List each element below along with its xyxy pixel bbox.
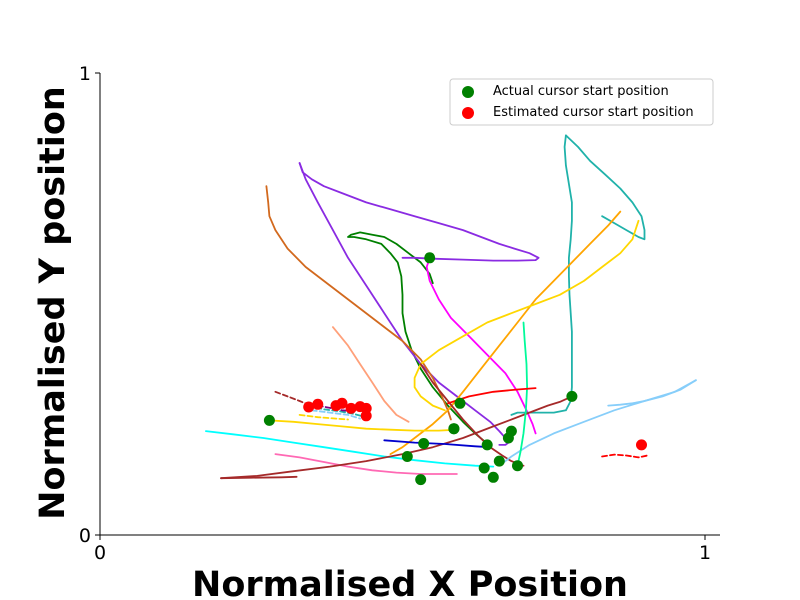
- legend: Actual cursor start position Estimated c…: [449, 78, 714, 126]
- actual-start-point-9: [512, 460, 523, 472]
- trajectory-line-2: [298, 162, 510, 446]
- trajectory-line-13: [220, 475, 298, 480]
- trajectory-line-0: [347, 231, 487, 444]
- x-axis-label: Normalised X Position: [192, 565, 628, 600]
- trajectory-line-24: [310, 409, 362, 420]
- trajectory-line-18: [501, 379, 697, 465]
- trajectory-line-22: [601, 453, 649, 459]
- actual-start-point-1: [454, 397, 466, 409]
- actual-start-point-0: [424, 252, 436, 264]
- trajectory-line-12: [220, 395, 573, 480]
- trajectory-line-15: [331, 326, 410, 423]
- estimated-start-point-1: [312, 398, 324, 410]
- legend-box: [449, 78, 714, 126]
- actual-start-point-2: [566, 390, 578, 402]
- trajectory-line-1: [298, 162, 540, 262]
- trajectory-line-7: [389, 210, 622, 456]
- estimated-start-point-8: [636, 439, 647, 451]
- actual-start-point-4: [418, 438, 430, 449]
- actual-start-point-3: [263, 414, 275, 426]
- legend-label-actual: Actual cursor start position: [493, 84, 669, 99]
- trajectory-line-10: [204, 430, 495, 468]
- trajectory-line-11: [274, 453, 458, 475]
- actual-start-point-11: [487, 471, 499, 483]
- trajectory-line-21: [274, 390, 319, 409]
- estimated-start-point-0: [303, 401, 315, 413]
- x-tick-label-1: 1: [699, 542, 711, 564]
- trajectory-line-8: [413, 219, 640, 412]
- estimated-start-point-4: [345, 402, 357, 414]
- actual-start-point-12: [493, 455, 505, 467]
- y-tick-label-0: 0: [79, 525, 91, 547]
- actual-start-point-7: [481, 439, 493, 451]
- trajectory-line-19: [516, 321, 528, 467]
- trajectory-line-5: [510, 134, 573, 416]
- actual-start-point-15: [401, 451, 413, 462]
- estimated-start-point-7: [360, 410, 372, 422]
- legend-label-estimated: Estimated cursor start position: [493, 105, 694, 120]
- actual-start-point-10: [478, 462, 490, 474]
- actual-start-point-13: [502, 432, 514, 444]
- y-axis-label: Normalised Y position: [33, 86, 73, 520]
- trajectory-line-17: [607, 379, 697, 407]
- actual-start-point-14: [415, 474, 427, 486]
- trajectory-line-4: [425, 256, 537, 435]
- actual-start-point-6: [448, 423, 460, 435]
- legend-marker-estimated: [462, 107, 474, 119]
- estimated-start-point-3: [336, 397, 348, 409]
- marker-layer: [263, 252, 647, 486]
- y-tick-label-1: 1: [79, 63, 91, 85]
- trajectory-line-3: [265, 185, 452, 421]
- trajectory-line-9: [268, 419, 458, 432]
- trajectory-line-16: [383, 439, 492, 449]
- legend-marker-actual: [462, 86, 474, 98]
- trajectory-line-26: [298, 413, 349, 421]
- x-tick-label-0: 0: [94, 542, 106, 564]
- trajectory-line-6: [565, 134, 646, 241]
